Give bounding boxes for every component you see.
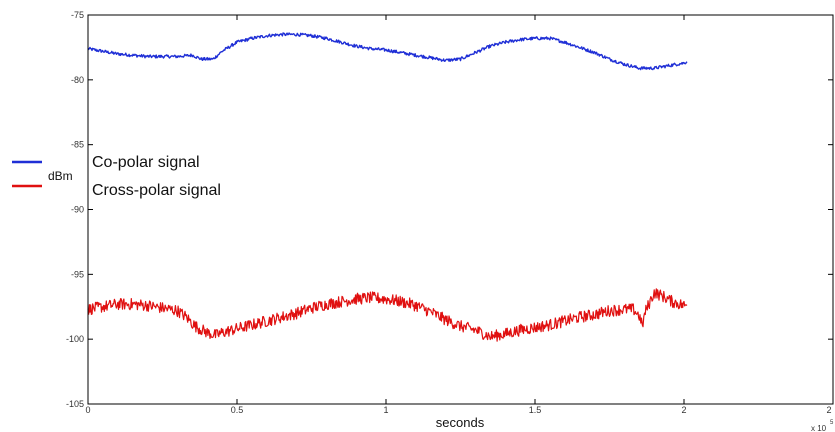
x-tick-label: 2	[681, 405, 686, 415]
x-axis: 0 0.5 1 1.5 2 2	[85, 15, 834, 415]
series-line-cross-polar	[87, 288, 688, 342]
y-tick-label: -105	[66, 399, 84, 409]
x-tick-label: 0	[85, 405, 90, 415]
y-tick-label: -75	[71, 10, 84, 20]
x-tick-label: 1	[383, 405, 388, 415]
x-tick-label: 0.5	[231, 405, 244, 415]
x-tick-label: 2	[826, 405, 831, 415]
y-tick-label: -80	[71, 75, 84, 85]
y-tick-label: -100	[66, 334, 84, 344]
x-exponent-power: 5	[830, 420, 834, 426]
y-tick-label: -85	[71, 140, 84, 150]
x-axis-label: seconds	[436, 415, 485, 430]
series-line-co-polar	[87, 32, 688, 71]
series-layer	[87, 32, 688, 342]
legend-label-co-polar: Co-polar signal	[92, 154, 200, 171]
legend: Co-polar signal Cross-polar signal	[12, 154, 221, 199]
y-tick-label: -95	[71, 269, 84, 279]
y-axis: -75 -80 -85 -90 -95 -100 -105	[66, 10, 833, 409]
x-exponent-label: x 10	[811, 424, 827, 432]
x-tick-label: 1.5	[529, 405, 542, 415]
plot-background	[88, 15, 833, 404]
legend-label-cross-polar: Cross-polar signal	[92, 182, 221, 199]
y-tick-label: -90	[71, 205, 84, 215]
y-axis-label: dBm	[48, 169, 73, 183]
